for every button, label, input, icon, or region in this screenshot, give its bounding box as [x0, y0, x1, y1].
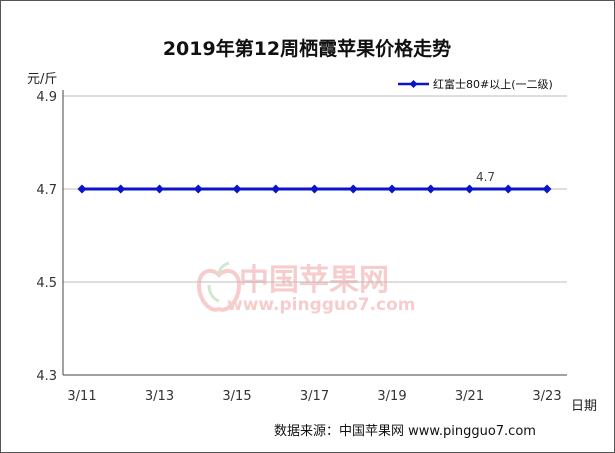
- source-note: 数据来源：中国苹果网 www.pingguo7.com: [274, 424, 536, 439]
- data-point-marker: [116, 184, 126, 194]
- x-tick-label: 3/11: [67, 389, 96, 404]
- series-group: [77, 184, 552, 194]
- data-point-marker: [77, 184, 87, 194]
- y-tick-label: 4.3: [36, 369, 57, 384]
- y-tick-label: 4.7: [36, 183, 57, 198]
- watermark: 中国苹果网 www.pingguo7.com: [196, 261, 415, 315]
- data-label: 4.7: [476, 170, 495, 184]
- x-tick-label: 3/19: [377, 389, 406, 404]
- data-point-marker: [232, 184, 242, 194]
- y-tick-label: 4.5: [36, 276, 57, 291]
- data-point-marker: [503, 184, 513, 194]
- x-tick-label: 3/13: [145, 389, 174, 404]
- y-tick-labels: 4.9 4.7 4.5 4.3: [36, 90, 57, 384]
- legend: 红富士80#以上(一二级): [398, 77, 553, 91]
- data-labels: 4.7: [476, 170, 495, 184]
- x-tick-label: 3/17: [300, 389, 329, 404]
- grid-lines: [63, 95, 567, 376]
- data-point-marker: [387, 184, 397, 194]
- x-tick-label: 3/21: [455, 389, 484, 404]
- y-axis-label: 元/斤: [27, 72, 57, 87]
- y-tick-label: 4.9: [36, 90, 57, 105]
- x-tick-labels: 3/11 3/13 3/15 3/17 3/19 3/21 3/23: [67, 389, 561, 404]
- data-point-marker: [155, 184, 164, 194]
- data-point-marker: [348, 184, 358, 194]
- data-point-marker: [271, 184, 281, 194]
- apple-logo-icon: [196, 261, 242, 312]
- data-point-marker: [310, 184, 319, 194]
- watermark-url: www.pingguo7.com: [227, 295, 415, 315]
- data-point-marker: [426, 184, 436, 194]
- x-axis-label: 日期: [571, 399, 597, 414]
- data-point-marker: [465, 184, 474, 194]
- data-point-marker: [542, 184, 552, 194]
- legend-marker-icon: [409, 80, 418, 88]
- chart-title: 2019年第12周栖霞苹果价格走势: [163, 37, 451, 60]
- axes: [62, 90, 567, 376]
- x-tick-label: 3/23: [532, 389, 561, 404]
- watermark-brand: 中国苹果网: [239, 263, 389, 298]
- x-tick-label: 3/15: [222, 389, 251, 404]
- data-point-marker: [193, 184, 203, 194]
- legend-series-label: 红富士80#以上(一二级): [433, 77, 553, 91]
